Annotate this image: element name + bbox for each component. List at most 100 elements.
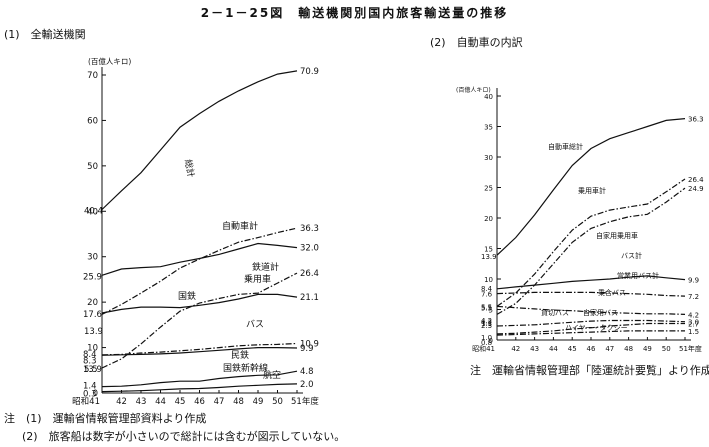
figure-title: 2－1－25図 輸送機関別国内旅客輸送量の推移: [200, 6, 509, 20]
series-name-label: 貸切バス: [541, 308, 569, 317]
end-value-label: 21.1: [300, 293, 319, 303]
end-value-label: 4.2: [688, 311, 699, 319]
footnote-right: 注 運輸省情報管理部「陸運統計要覧」より作成: [470, 364, 709, 377]
series-name-label: 自動車計: [222, 220, 258, 232]
series-line-6: [101, 347, 298, 356]
start-value-label: 1.4: [83, 382, 97, 392]
series-name-label: 民鉄: [231, 349, 249, 361]
x-tick-label: 49: [253, 397, 264, 407]
series-line-8: [101, 383, 298, 393]
x-tick-label: 45: [568, 345, 577, 353]
start-value-label: 5.5: [481, 304, 492, 312]
y-tick-label: 15: [484, 246, 493, 254]
x-tick-label: 昭和41: [472, 344, 495, 353]
end-value-label: 36.3: [688, 116, 704, 124]
series-line-0: [101, 70, 298, 210]
series-line-5: [496, 305, 686, 315]
extra-value-label: 13.9: [84, 327, 103, 337]
x-tick-label: 50: [662, 345, 671, 353]
end-value-label: 4.8: [300, 367, 314, 377]
x-tick-label: 42: [116, 397, 127, 407]
y-tick-label: 60: [87, 116, 98, 126]
series-line-0: [496, 118, 686, 256]
x-tick-label: 48: [624, 345, 633, 353]
start-value-label: 7.6: [481, 291, 493, 299]
chart2-title: (2) 自動車の内訳: [430, 36, 523, 49]
series-name-label: 総計: [182, 158, 197, 178]
start-value-label: 2.3: [481, 322, 492, 330]
start-value-label: 8.4: [481, 285, 493, 293]
end-value-label: 9.9: [688, 277, 699, 285]
extra-value-label: 4.2: [481, 317, 492, 325]
end-value-label: 7.2: [688, 293, 699, 301]
series-line-3: [101, 272, 298, 369]
y-tick-label: 40: [87, 207, 98, 217]
x-tick-label: 42: [511, 345, 520, 353]
end-value-label: 10.9: [300, 339, 319, 349]
series-name-label: 自動車総計: [548, 142, 583, 151]
y-axis-label: (百億人キロ): [456, 86, 491, 94]
y-axis-label: (百億人キロ): [88, 56, 131, 66]
y-tick-label: 35: [484, 124, 493, 132]
start-value-label: 4.2: [481, 318, 492, 326]
start-value-label: 25.9: [83, 272, 102, 282]
end-value-label: 26.4: [688, 176, 704, 184]
extra-value-label: 5.5: [84, 365, 98, 375]
note-1: 注 (1) 運輸省情報管理部資料より作成: [4, 412, 207, 425]
end-value-label: 26.4: [300, 269, 319, 279]
series-line-1: [496, 178, 686, 307]
series-line-2: [496, 187, 686, 315]
end-value-label: 24.9: [688, 185, 704, 193]
x-tick-label: 46: [587, 345, 596, 353]
x-tick-label: 48: [233, 397, 244, 407]
series-line-4: [496, 291, 686, 297]
series-name-label: 乗用車計: [578, 186, 606, 195]
series-name-label: 自家用乗用車: [596, 231, 638, 240]
y-tick-label: 10: [87, 344, 98, 354]
x-tick-label: 44: [549, 345, 558, 353]
end-value-label: 36.3: [300, 224, 319, 234]
x-tick-label: 50: [272, 397, 283, 407]
series-name-label: 国鉄: [178, 290, 196, 302]
chart1-title: (1) 全輸送機関: [4, 28, 86, 41]
y-tick-label: 20: [87, 298, 98, 308]
series-name-label: 乗用車: [244, 273, 271, 285]
x-tick-label: 43: [530, 345, 539, 353]
y-tick-label: 50: [87, 162, 98, 172]
y-tick-label: 0: [93, 389, 98, 399]
end-value-label: 3.0: [688, 319, 699, 327]
x-tick-label: 44: [155, 397, 166, 407]
series-line-7: [101, 370, 298, 388]
y-tick-label: 20: [484, 215, 493, 223]
x-tick-label: 47: [605, 345, 614, 353]
start-value-label: 40.4: [84, 206, 103, 216]
y-tick-label: 30: [484, 154, 493, 162]
end-value-label: 70.9: [300, 67, 319, 77]
series-name-label: 自家用バス: [583, 308, 618, 317]
start-value-label: 1.0: [481, 334, 492, 342]
end-value-label: 2.7: [688, 321, 699, 329]
series-name-label: 鉄道計: [252, 261, 279, 273]
end-value-label: 1.5: [688, 328, 699, 336]
series-line-5: [101, 342, 298, 356]
start-value-label: 13.9: [83, 365, 102, 375]
y-tick-label: 0: [489, 337, 493, 345]
start-value-label: 0.8: [481, 339, 492, 347]
end-value-label: 32.0: [300, 244, 319, 254]
series-line-8: [496, 330, 685, 336]
x-tick-label: 昭和41: [72, 397, 100, 407]
x-tick-label: 45: [175, 397, 186, 407]
series-name-label: 航空: [263, 369, 281, 381]
start-value-label: 0.3: [83, 390, 97, 400]
x-tick-label: 47: [214, 397, 225, 407]
series-name-label: バス計: [621, 251, 642, 260]
series-line-7: [496, 322, 685, 335]
end-value-label: 9.9: [300, 344, 314, 354]
series-name-label: ハイヤー・タクシー: [565, 323, 628, 332]
series-name-label: 乗合バス: [598, 288, 626, 297]
y-tick-label: 40: [484, 93, 493, 101]
x-tick-label: 46: [194, 397, 205, 407]
